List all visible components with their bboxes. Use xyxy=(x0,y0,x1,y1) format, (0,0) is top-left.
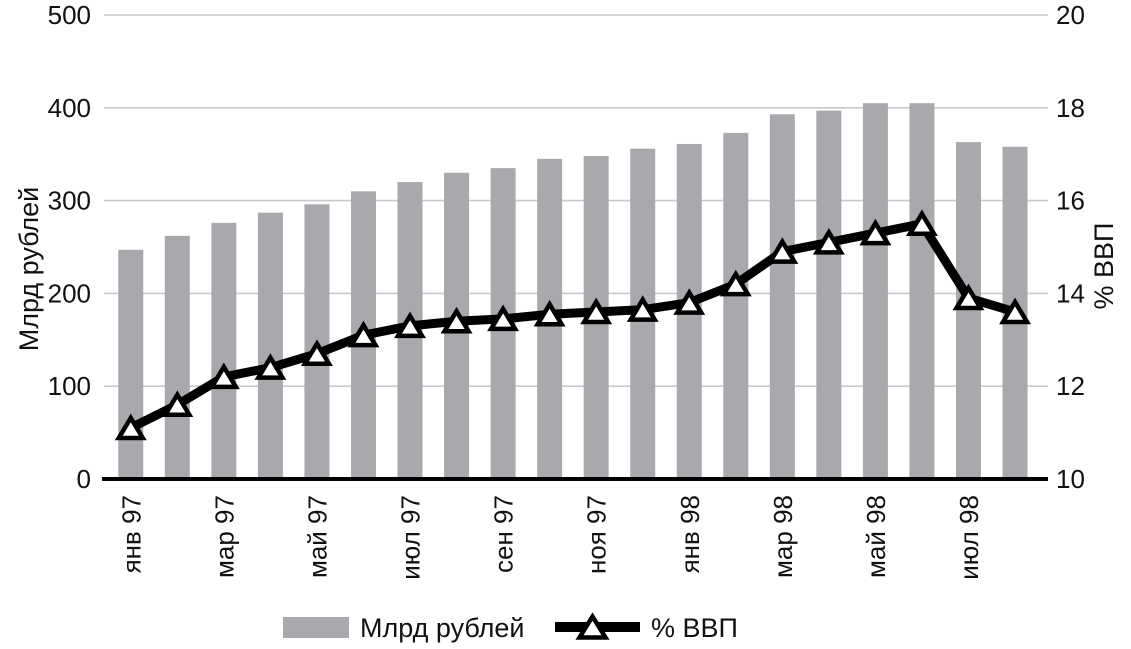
x-axis-label: мар 97 xyxy=(209,495,239,578)
x-axis-label: май 98 xyxy=(861,495,891,578)
x-axis-label: сен 97 xyxy=(489,495,519,573)
triangle-marker xyxy=(394,311,426,339)
bar xyxy=(723,132,749,479)
left-tick-label: 500 xyxy=(48,0,91,30)
bar xyxy=(211,222,237,479)
right-axis-tick-labels: 20 18 16 14 12 10 xyxy=(1056,0,1085,494)
triangle-marker xyxy=(114,413,147,441)
legend-triangle-marker-icon xyxy=(575,612,610,640)
left-tick-label: 0 xyxy=(77,464,91,494)
bar xyxy=(909,103,935,479)
triangle-marker xyxy=(580,297,613,325)
right-tick-label: 10 xyxy=(1056,464,1085,494)
line-series-percent-gdp xyxy=(114,209,1032,441)
bar-series-mlrd-rubley xyxy=(118,103,1028,480)
right-tick-label: 16 xyxy=(1056,186,1085,216)
left-tick-label: 400 xyxy=(48,93,91,123)
bar xyxy=(816,110,842,480)
triangle-marker xyxy=(161,390,194,418)
triangle-marker xyxy=(533,299,566,327)
x-axis-label: июл 97 xyxy=(396,495,426,580)
bar xyxy=(862,103,888,479)
x-axis-label: янв 98 xyxy=(675,495,705,573)
triangle-marker xyxy=(952,283,985,311)
left-axis-title: Млрд рублей xyxy=(14,187,44,352)
legend-bar-swatch-icon xyxy=(283,617,349,638)
triangle-marker xyxy=(673,288,706,315)
triangle-marker xyxy=(626,295,659,322)
triangle-marker xyxy=(766,237,799,264)
triangle-marker xyxy=(812,227,845,255)
bar xyxy=(118,249,144,479)
right-axis-title: % ВВП xyxy=(1089,223,1119,310)
x-axis-labels: янв 97 мар 97 май 97 июл 97 сен 97 ноя 97 янв … xyxy=(116,495,984,580)
triangle-marker xyxy=(347,320,380,348)
right-tick-label: 20 xyxy=(1056,0,1085,30)
x-axis-label: мар 98 xyxy=(768,495,798,578)
gridlines xyxy=(104,14,1048,388)
right-tick-label: 12 xyxy=(1056,371,1085,401)
x-axis-label: май 97 xyxy=(302,495,332,578)
left-tick-label: 300 xyxy=(48,186,91,216)
triangle-marker xyxy=(207,362,240,390)
legend-label-mlrd-rubley: Млрд рублей xyxy=(360,613,525,643)
triangle-marker xyxy=(905,209,938,237)
bar xyxy=(257,212,283,479)
left-axis-tick-labels: 500 400 300 200 100 0 xyxy=(48,0,91,494)
triangle-marker xyxy=(999,297,1032,325)
triangle-marker xyxy=(440,306,473,334)
x-axis-label: янв 97 xyxy=(116,495,146,573)
triangle-marker xyxy=(719,269,752,297)
legend: Млрд рублей % ВВП xyxy=(283,612,738,643)
bar xyxy=(164,235,190,479)
triangle-marker xyxy=(487,304,520,332)
triangle-marker xyxy=(300,339,333,366)
triangle-marker xyxy=(254,353,287,380)
x-axis-label: ноя 97 xyxy=(582,495,612,574)
legend-label-percent-gdp: % ВВП xyxy=(651,613,738,643)
left-tick-label: 100 xyxy=(48,371,91,401)
right-tick-label: 14 xyxy=(1056,278,1085,308)
bar xyxy=(769,114,795,480)
bar xyxy=(955,142,981,480)
right-tick-label: 18 xyxy=(1056,93,1085,123)
left-tick-label: 200 xyxy=(48,278,91,308)
triangle-marker xyxy=(859,218,892,246)
x-axis-label: июл 98 xyxy=(954,495,984,580)
